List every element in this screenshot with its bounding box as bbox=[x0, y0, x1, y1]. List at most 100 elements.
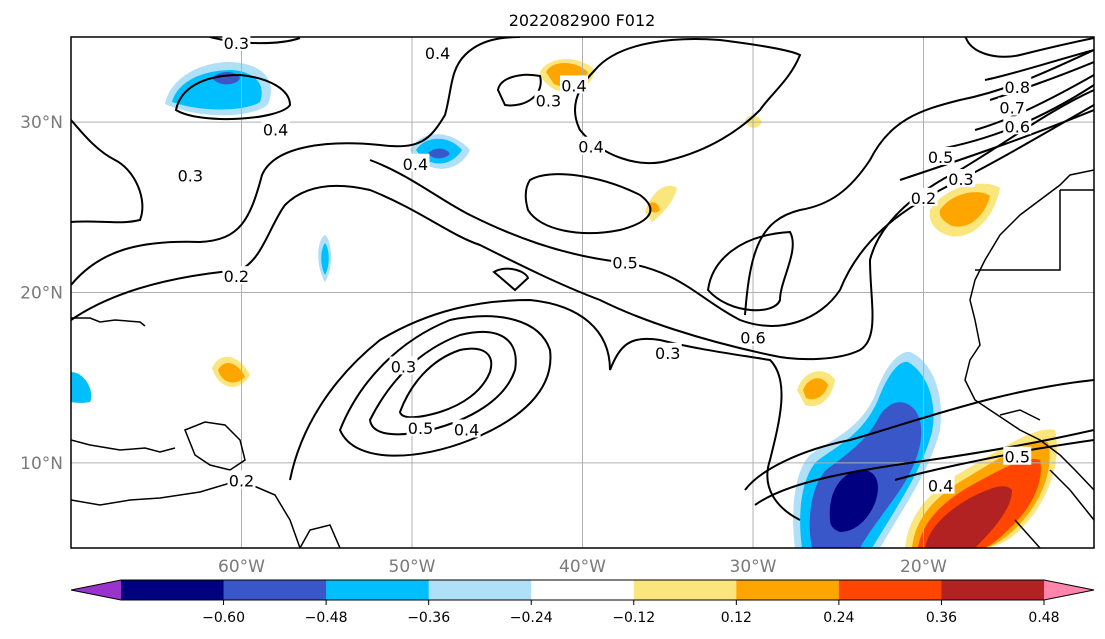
contour-label: 0.4 bbox=[561, 76, 586, 95]
coastline bbox=[299, 524, 341, 548]
lat-tick-label: 30°N bbox=[20, 113, 63, 133]
colorbar-segment bbox=[428, 580, 532, 600]
contour-label: 0.5 bbox=[612, 254, 637, 273]
contour-line bbox=[964, 37, 1094, 58]
contour-line bbox=[744, 379, 1094, 491]
contour-label: 0.6 bbox=[1005, 117, 1030, 136]
contour-label-background bbox=[222, 32, 251, 51]
contour-label-background bbox=[261, 119, 290, 138]
negative-anomaly-patch bbox=[71, 372, 92, 403]
contour-line bbox=[984, 49, 1094, 81]
contour-label-background bbox=[739, 327, 767, 346]
contour-label-background bbox=[423, 43, 452, 62]
lon-tick-label: 40°W bbox=[559, 557, 606, 577]
contour-line bbox=[71, 37, 521, 286]
contour-label-background bbox=[909, 187, 938, 206]
coastline bbox=[1049, 469, 1094, 521]
coastline bbox=[71, 439, 176, 453]
contour-label-background bbox=[222, 266, 251, 285]
colorbar-segment bbox=[326, 580, 430, 600]
colorbar-segment bbox=[736, 580, 840, 600]
coastline bbox=[1014, 519, 1041, 548]
colorbar-tick-label: 0.12 bbox=[721, 610, 752, 626]
contour-label-background bbox=[1003, 446, 1032, 465]
contour-line bbox=[209, 37, 301, 45]
contour-label-background bbox=[452, 419, 481, 438]
contour-line bbox=[398, 347, 493, 419]
contour-line bbox=[496, 73, 542, 107]
contour-line bbox=[338, 315, 552, 457]
contour-label-background bbox=[611, 252, 640, 271]
colorbar-tick-label: −0.48 bbox=[305, 610, 348, 626]
colorbar-segment bbox=[633, 580, 737, 600]
negative-anomaly-patch bbox=[428, 148, 450, 159]
colorbar-outline bbox=[70, 579, 1095, 601]
contour-label: 0.4 bbox=[403, 155, 428, 174]
contour-label: 0.5 bbox=[408, 419, 433, 438]
latitude-tick-labels: 30°N 20°N 10°N bbox=[20, 113, 63, 474]
contour-line bbox=[524, 173, 652, 235]
contour-label: 0.4 bbox=[578, 138, 603, 157]
colorbar-segment bbox=[531, 580, 635, 600]
coastline bbox=[71, 479, 301, 548]
coastline bbox=[71, 317, 146, 327]
contour-label-background bbox=[176, 165, 205, 184]
contour-label: 0.4 bbox=[928, 477, 953, 496]
coastline bbox=[999, 409, 1041, 421]
positive-anomaly-patch bbox=[218, 362, 245, 383]
negative-anomaly-patch bbox=[321, 243, 329, 275]
contour-label: 0.3 bbox=[391, 357, 416, 376]
colorbar-segment bbox=[121, 580, 225, 600]
lon-tick-label: 60°W bbox=[218, 557, 265, 577]
coastline bbox=[975, 190, 1061, 271]
contour-label-background bbox=[406, 417, 435, 436]
contour-label-background bbox=[227, 470, 256, 489]
contour-line bbox=[174, 73, 292, 121]
contour-line bbox=[899, 109, 1094, 181]
positive-anomaly-patch bbox=[803, 378, 828, 400]
contour-line bbox=[754, 429, 1094, 506]
coastline bbox=[184, 421, 246, 471]
longitude-tick-labels: 60°W 50°W 40°W 30°W 20°W bbox=[218, 557, 947, 577]
contour-label: 0.3 bbox=[224, 34, 249, 53]
contour-label: 0.2 bbox=[229, 472, 254, 491]
contour-label: 0.4 bbox=[454, 420, 479, 439]
contour-label-background bbox=[926, 475, 955, 494]
colorbar-tick-label: −0.24 bbox=[510, 610, 553, 626]
contour-line bbox=[574, 38, 802, 165]
positive-anomaly-patch bbox=[645, 185, 677, 222]
map-frame bbox=[70, 36, 1095, 549]
contour-label-background bbox=[577, 136, 606, 155]
contour-label: 0.7 bbox=[999, 99, 1024, 118]
colorbar-segment bbox=[838, 580, 942, 600]
contour-label-background bbox=[998, 97, 1027, 116]
contour-label-background bbox=[653, 342, 682, 361]
contour-label: 0.3 bbox=[655, 344, 680, 363]
positive-anomaly-patch bbox=[939, 192, 990, 227]
colorbar-segment bbox=[941, 580, 1045, 600]
negative-anomaly-patch bbox=[172, 70, 262, 110]
colorbar-tick-label: −0.60 bbox=[202, 610, 245, 626]
colorbar-segment bbox=[223, 580, 327, 600]
map-area: 0.30.40.40.30.40.30.40.40.50.20.60.30.30… bbox=[20, 32, 1095, 577]
negative-anomaly-patch bbox=[829, 469, 878, 532]
contour-label: 0.6 bbox=[740, 328, 765, 347]
colorbar-extend-max bbox=[1044, 580, 1094, 600]
contour-label-background bbox=[1003, 77, 1032, 96]
colorbar-tick-label: −0.36 bbox=[407, 610, 450, 626]
contour-label-background bbox=[1003, 116, 1032, 135]
contour-label: 0.2 bbox=[911, 189, 936, 208]
contour-label: 0.5 bbox=[1005, 448, 1030, 467]
colorbar: −0.60 −0.48 −0.36 −0.24 −0.12 0.12 0.24 0.36 0.4… bbox=[70, 579, 1095, 626]
contour-label: 0.3 bbox=[536, 92, 561, 111]
contour-label-background bbox=[926, 146, 955, 165]
contour-line bbox=[706, 230, 794, 312]
lat-tick-label: 20°N bbox=[20, 284, 63, 304]
contour-line bbox=[492, 267, 530, 292]
contour-label-background bbox=[534, 90, 563, 109]
lon-tick-label: 30°W bbox=[730, 557, 777, 577]
contour-label: 0.2 bbox=[224, 267, 249, 286]
contour-line bbox=[71, 119, 144, 224]
contour-label: 0.3 bbox=[948, 170, 973, 189]
